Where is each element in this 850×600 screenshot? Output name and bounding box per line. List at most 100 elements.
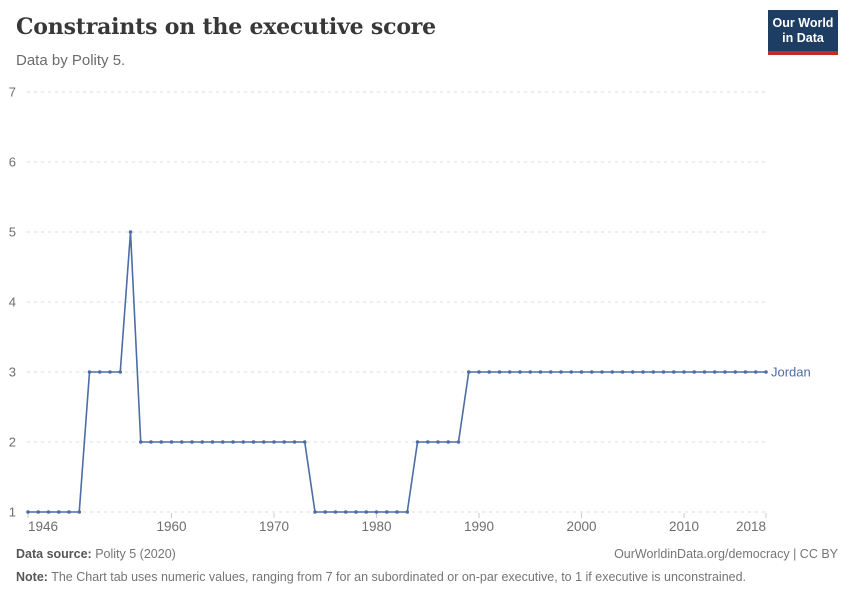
data-point[interactable] [272,440,276,444]
data-point[interactable] [118,370,123,374]
y-axis-label: 5 [9,225,16,240]
entity-label-jordan[interactable]: Jordan [771,365,811,380]
data-point[interactable] [26,510,30,514]
attribution-link[interactable]: OurWorldinData.org/democracy | CC BY [614,547,838,561]
x-axis-label: 1970 [259,519,289,534]
data-point[interactable] [231,440,235,444]
data-point[interactable] [743,370,748,374]
data-point[interactable] [559,370,563,374]
data-point[interactable] [374,510,379,514]
data-point[interactable] [723,370,727,374]
data-point[interactable] [425,440,430,444]
data-point[interactable] [220,440,225,444]
owid-logo[interactable]: Our World in Data [768,10,838,55]
y-axis-label: 7 [9,85,16,100]
data-point[interactable] [682,370,686,374]
footer-note-row: Note: The Chart tab uses numeric values,… [16,569,838,585]
data-point[interactable] [446,440,451,444]
data-source-label: Data source: [16,547,92,561]
data-point[interactable] [405,510,410,514]
data-point[interactable] [712,370,717,374]
data-point[interactable] [569,370,574,374]
data-point[interactable] [589,370,594,374]
data-point[interactable] [313,510,317,514]
x-axis-label: 1980 [361,519,391,534]
data-point[interactable] [200,440,205,444]
data-point[interactable] [753,370,758,374]
y-axis-label: 4 [9,295,16,310]
data-point[interactable] [179,440,184,444]
footer-source-row: Data source: Polity 5 (2020) OurWorldinD… [16,546,838,562]
data-point[interactable] [456,440,461,444]
data-point[interactable] [600,370,604,374]
data-point[interactable] [661,370,666,374]
data-point[interactable] [241,440,246,444]
data-point[interactable] [548,370,553,374]
data-point[interactable] [415,440,420,444]
data-point[interactable] [292,440,297,444]
data-point[interactable] [671,370,676,374]
data-point[interactable] [630,370,635,374]
data-point[interactable] [36,510,41,514]
data-point[interactable] [261,440,266,444]
data-point[interactable] [138,440,143,444]
data-point[interactable] [466,370,471,374]
data-point[interactable] [169,440,174,444]
data-point[interactable] [579,370,584,374]
data-source-value[interactable]: Polity 5 (2020) [95,547,176,561]
data-point[interactable] [251,440,256,444]
data-point[interactable] [528,370,533,374]
data-point[interactable] [128,230,133,234]
data-point[interactable] [518,370,522,374]
data-point[interactable] [67,510,71,514]
y-axis-label: 2 [9,435,16,450]
data-point[interactable] [620,370,625,374]
data-point[interactable] [149,440,153,444]
data-point[interactable] [190,440,194,444]
data-point[interactable] [108,370,112,374]
data-point[interactable] [87,370,92,374]
data-point[interactable] [436,440,440,444]
data-point[interactable] [610,370,615,374]
data-point[interactable] [497,370,502,374]
data-point[interactable] [343,510,348,514]
data-point[interactable] [282,440,287,444]
data-point[interactable] [46,510,51,514]
data-point[interactable] [364,510,369,514]
data-point[interactable] [97,370,102,374]
x-axis-label: 1990 [464,519,494,534]
data-point[interactable] [210,440,215,444]
data-point[interactable] [354,510,358,514]
x-axis-label: 2018 [736,519,766,534]
data-point[interactable] [384,510,389,514]
data-point[interactable] [302,440,307,444]
x-axis-label: 2000 [566,519,596,534]
data-line[interactable] [28,231,766,513]
data-point[interactable] [323,510,328,514]
data-point[interactable] [692,370,697,374]
data-point[interactable] [641,370,645,374]
data-point[interactable] [764,370,768,374]
data-point[interactable] [333,510,338,514]
data-point[interactable] [651,370,656,374]
y-axis-label: 6 [9,155,16,170]
data-source: Data source: Polity 5 (2020) [16,546,176,562]
data-point[interactable] [487,370,492,374]
chart-subtitle: Data by Polity 5. [16,52,126,69]
data-point[interactable] [733,370,738,374]
note-text: The Chart tab uses numeric values, rangi… [51,570,747,584]
data-point[interactable] [77,510,82,514]
data-point[interactable] [702,370,707,374]
x-axis-label: 2010 [669,519,699,534]
y-axis-label: 1 [9,505,16,520]
owid-logo-line1: Our World [772,16,834,30]
data-point[interactable] [159,440,164,444]
data-point[interactable] [395,510,399,514]
data-point[interactable] [477,370,481,374]
data-point[interactable] [56,510,61,514]
page-title: Constraints on the executive score [16,14,436,40]
data-point[interactable] [538,370,543,374]
data-point[interactable] [507,370,512,374]
